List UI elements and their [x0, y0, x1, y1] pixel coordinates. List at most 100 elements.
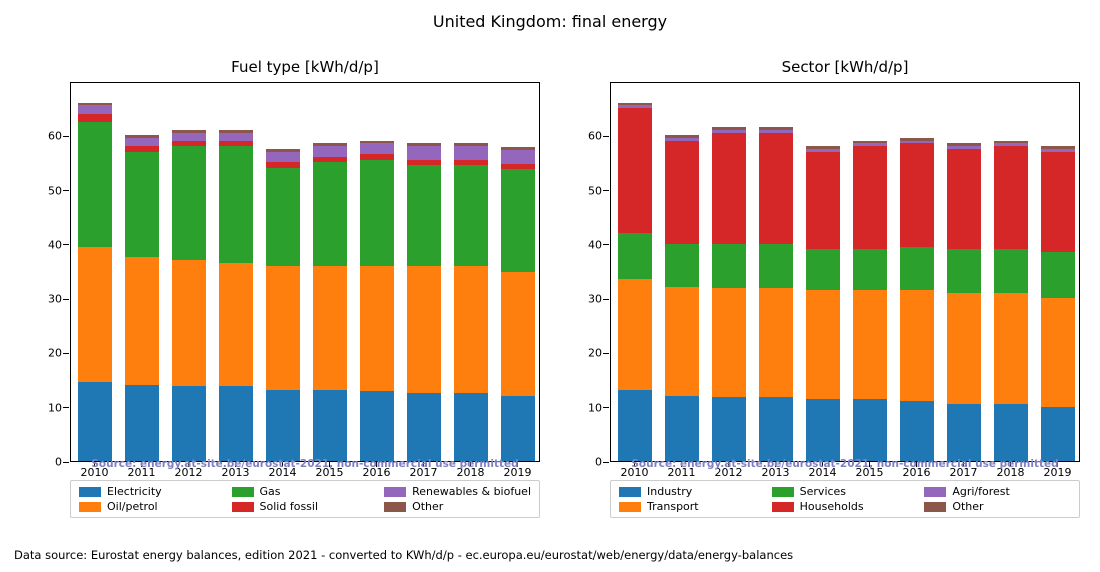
- legend-swatch: [924, 487, 946, 497]
- stacked-bar: [501, 147, 535, 461]
- bar-segment: [407, 393, 441, 461]
- y-tick-label: 10: [588, 401, 602, 414]
- legend-label: Renewables & biofuel: [412, 485, 531, 498]
- axes: 2010201120122013201420152016201720182019: [610, 82, 1080, 462]
- axes-title: Fuel type [kWh/d/p]: [70, 58, 540, 76]
- bar-segment: [454, 266, 488, 394]
- legend-item: Other: [384, 500, 531, 513]
- bar-segment: [313, 146, 347, 157]
- bar-segment: [266, 390, 300, 461]
- bar-segment: [219, 133, 253, 141]
- y-tick-label: 20: [588, 347, 602, 360]
- bar-segment: [853, 249, 887, 290]
- legend-label: Other: [952, 500, 983, 513]
- bar-segment: [125, 138, 159, 146]
- stacked-bar: [172, 130, 206, 461]
- legend-label: Other: [412, 500, 443, 513]
- bar-segment: [1041, 252, 1075, 298]
- bar-segment: [125, 257, 159, 385]
- axes: 2010201120122013201420152016201720182019: [70, 82, 540, 462]
- stacked-bar: [712, 127, 746, 461]
- legend-item: Services: [772, 485, 919, 498]
- bar-segment: [712, 244, 746, 289]
- bar-segment: [172, 260, 206, 386]
- legend-item: Gas: [232, 485, 379, 498]
- bar-segment: [665, 244, 699, 287]
- legend-item: Renewables & biofuel: [384, 485, 531, 498]
- bar-segment: [1041, 407, 1075, 461]
- legend-label: Agri/forest: [952, 485, 1010, 498]
- bar-segment: [172, 386, 206, 461]
- stacked-bar: [219, 130, 253, 461]
- bar-segment: [407, 266, 441, 394]
- bar-segment: [806, 399, 840, 461]
- legend-swatch: [924, 502, 946, 512]
- bar-segment: [665, 141, 699, 244]
- bar-segment: [125, 152, 159, 258]
- bar-segment: [759, 244, 793, 289]
- y-tick-label: 60: [588, 130, 602, 143]
- legend-item: Solid fossil: [232, 500, 379, 513]
- bar-segment: [900, 401, 934, 461]
- stacked-bar: [947, 143, 981, 461]
- y-tick-label: 30: [588, 293, 602, 306]
- bar-segment: [900, 143, 934, 246]
- legend-item: Other: [924, 500, 1071, 513]
- bar-segment: [313, 162, 347, 265]
- bar-segment: [665, 287, 699, 396]
- stacked-bar: [454, 143, 488, 461]
- bar-segment: [407, 146, 441, 160]
- bar-segment: [947, 293, 981, 404]
- legend-item: Electricity: [79, 485, 226, 498]
- bar-segment: [1041, 298, 1075, 407]
- legend-label: Services: [800, 485, 846, 498]
- stacked-bar: [313, 143, 347, 461]
- bar-segment: [501, 150, 535, 164]
- y-tick-label: 30: [48, 293, 62, 306]
- stacked-bar: [78, 103, 112, 461]
- bar-segment: [806, 249, 840, 290]
- legend-swatch: [232, 502, 254, 512]
- bar-segment: [994, 404, 1028, 461]
- source-watermark: Source: energy.at-site.be/eurostat-2021,…: [70, 458, 540, 470]
- stacked-bar: [900, 138, 934, 461]
- bar-segment: [266, 152, 300, 163]
- legend-fuel: ElectricityGasRenewables & biofuelOil/pe…: [70, 480, 540, 518]
- legend-label: Solid fossil: [260, 500, 318, 513]
- bar-segment: [712, 397, 746, 461]
- y-tick-label: 60: [48, 130, 62, 143]
- bar-segment: [1041, 152, 1075, 252]
- y-tick-label: 0: [55, 456, 62, 469]
- bar-segment: [360, 143, 394, 154]
- stacked-bar: [618, 103, 652, 461]
- bar-segment: [759, 133, 793, 244]
- stacked-bar: [759, 127, 793, 461]
- bar-segment: [501, 272, 535, 396]
- bar-segment: [853, 399, 887, 461]
- stacked-bar: [266, 149, 300, 461]
- bar-segment: [78, 114, 112, 122]
- panel-fuel: Fuel type [kWh/d/p]010203040506020102011…: [70, 58, 540, 462]
- bar-segment: [853, 290, 887, 399]
- panel-sector: Sector [kWh/d/p]010203040506020102011201…: [610, 58, 1080, 462]
- legend-label: Electricity: [107, 485, 162, 498]
- legend-swatch: [772, 502, 794, 512]
- stacked-bar: [994, 141, 1028, 461]
- bar-segment: [712, 288, 746, 397]
- legend-sector: IndustryServicesAgri/forestTransportHous…: [610, 480, 1080, 518]
- bar-segment: [501, 396, 535, 461]
- stacked-bar: [407, 143, 441, 461]
- y-tick-label: 0: [595, 456, 602, 469]
- bar-segment: [266, 168, 300, 266]
- legend-item: Industry: [619, 485, 766, 498]
- legend-label: Industry: [647, 485, 692, 498]
- legend-swatch: [772, 487, 794, 497]
- bar-segment: [618, 108, 652, 233]
- stacked-bar: [665, 135, 699, 461]
- bar-segment: [759, 288, 793, 397]
- bar-segment: [219, 146, 253, 263]
- bar-segment: [78, 382, 112, 461]
- bar-segment: [900, 247, 934, 290]
- bar-segment: [806, 290, 840, 399]
- stacked-bar: [853, 141, 887, 461]
